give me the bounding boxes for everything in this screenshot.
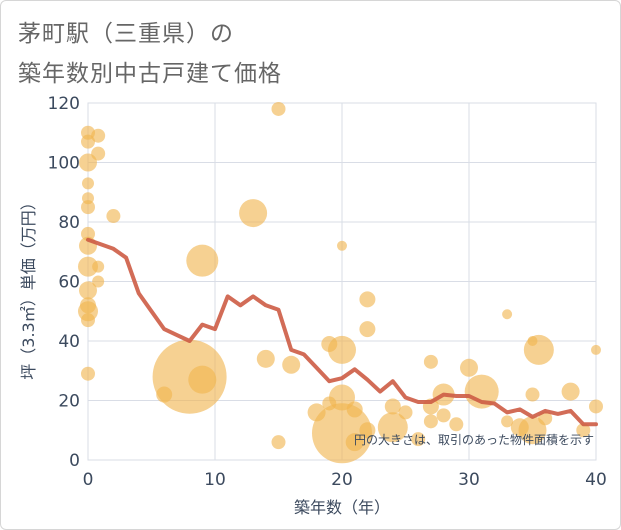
data-bubble (81, 313, 95, 328)
data-bubble (591, 344, 601, 355)
data-bubble (92, 260, 105, 273)
data-bubble (81, 134, 95, 149)
size-note: 円の大きさは、取引のあった物件面積を示す (354, 432, 594, 447)
x-tick-label: 0 (83, 470, 94, 490)
axes: 0 20 40 60 80 100 120 0 10 20 30 40 (48, 94, 607, 490)
data-bubble (423, 414, 438, 429)
y-tick-label: 120 (48, 94, 80, 114)
data-bubble (92, 275, 105, 288)
data-bubble (460, 358, 478, 377)
data-bubble (525, 387, 540, 402)
series-line (86, 237, 598, 427)
data-bubble (345, 433, 364, 452)
line-layer (86, 237, 598, 427)
x-tick-label: 20 (331, 470, 353, 490)
bubble-layer (78, 101, 603, 464)
data-bubble (239, 199, 268, 228)
data-bubble (449, 417, 464, 432)
data-bubble (589, 399, 603, 414)
x-tick-label: 10 (204, 470, 226, 490)
y-tick-label: 60 (58, 273, 80, 293)
data-bubble (538, 411, 553, 426)
data-bubble (91, 146, 106, 161)
x-tick-label: 30 (458, 470, 480, 490)
data-bubble (282, 355, 301, 374)
y-tick-label: 0 (69, 451, 80, 471)
data-bubble (411, 432, 426, 447)
data-bubble (523, 334, 554, 365)
data-bubble (79, 153, 97, 172)
data-bubble (81, 200, 95, 215)
data-bubble (377, 412, 408, 443)
data-bubble (576, 423, 591, 438)
y-tick-label: 40 (58, 332, 80, 352)
data-bubble (78, 256, 98, 277)
data-bubble (359, 291, 376, 308)
data-bubble (502, 309, 513, 320)
data-bubble (359, 422, 376, 439)
data-bubble (561, 382, 580, 401)
y-tick-label: 80 (58, 213, 80, 233)
data-bubble (423, 354, 438, 369)
data-bubble (91, 128, 106, 143)
data-bubble (271, 101, 286, 116)
data-bubble (81, 226, 95, 241)
data-bubble (337, 240, 347, 251)
data-bubble (359, 321, 376, 338)
y-axis-label: 坪（3.3㎡）単価（万円） (19, 194, 38, 379)
x-tick-label: 40 (585, 470, 607, 490)
data-bubble (346, 401, 363, 418)
data-bubble (501, 415, 514, 428)
data-bubble (398, 405, 413, 420)
data-bubble (81, 366, 95, 381)
data-bubble (256, 349, 275, 368)
data-bubble (186, 244, 219, 277)
data-bubble (271, 435, 286, 450)
chart-title-line2: 築年数別中古戸建て価格 (18, 61, 282, 87)
data-bubble (328, 335, 356, 364)
data-bubble (384, 398, 401, 415)
data-bubble (188, 365, 217, 394)
chart-title-line1: 茅町駅（三重県）の (18, 21, 234, 47)
data-bubble (436, 408, 451, 423)
data-bubble (106, 209, 121, 224)
y-tick-label: 20 (58, 392, 80, 412)
data-bubble (79, 281, 97, 300)
x-axis-label: 築年数（年） (294, 498, 390, 517)
data-bubble (82, 177, 94, 190)
data-bubble (518, 416, 547, 445)
y-tick-label: 100 (48, 154, 80, 174)
